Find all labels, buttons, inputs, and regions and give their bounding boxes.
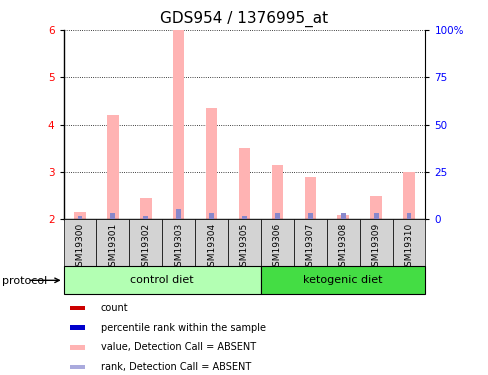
Text: rank, Detection Call = ABSENT: rank, Detection Call = ABSENT: [101, 362, 250, 372]
Text: GSM19305: GSM19305: [240, 223, 248, 272]
Bar: [340, 213, 345, 219]
Bar: [74, 212, 85, 219]
Text: GSM19302: GSM19302: [141, 223, 150, 272]
Bar: [129, 219, 162, 266]
Text: GSM19308: GSM19308: [338, 223, 347, 272]
Bar: [227, 219, 261, 266]
Bar: [369, 196, 381, 219]
Bar: [70, 345, 85, 350]
Text: GSM19307: GSM19307: [305, 223, 314, 272]
Text: GSM19300: GSM19300: [75, 223, 84, 272]
Text: GSM19303: GSM19303: [174, 223, 183, 272]
Bar: [261, 219, 293, 266]
Text: count: count: [101, 303, 128, 313]
Text: value, Detection Call = ABSENT: value, Detection Call = ABSENT: [101, 342, 255, 352]
Bar: [96, 219, 129, 266]
Bar: [205, 108, 217, 219]
Bar: [406, 213, 410, 219]
Bar: [403, 172, 414, 219]
Bar: [63, 266, 261, 294]
Bar: [326, 219, 359, 266]
Text: protocol: protocol: [2, 276, 48, 285]
Text: percentile rank within the sample: percentile rank within the sample: [101, 323, 265, 333]
Bar: [173, 30, 184, 219]
Bar: [70, 306, 85, 310]
Title: GDS954 / 1376995_at: GDS954 / 1376995_at: [160, 11, 328, 27]
Bar: [107, 115, 119, 219]
Bar: [293, 219, 326, 266]
Text: GSM19301: GSM19301: [108, 223, 117, 272]
Bar: [176, 209, 181, 219]
Text: GSM19309: GSM19309: [371, 223, 380, 272]
Bar: [162, 219, 195, 266]
Bar: [70, 326, 85, 330]
Text: GSM19304: GSM19304: [207, 223, 216, 272]
Bar: [78, 216, 82, 219]
Bar: [261, 266, 425, 294]
Bar: [140, 198, 151, 219]
Bar: [242, 216, 246, 219]
Bar: [274, 213, 279, 219]
Bar: [209, 213, 214, 219]
Text: control diet: control diet: [130, 275, 194, 285]
Text: ketogenic diet: ketogenic diet: [303, 275, 382, 285]
Bar: [373, 213, 378, 219]
Text: GSM19306: GSM19306: [272, 223, 281, 272]
Bar: [392, 219, 425, 266]
Bar: [143, 216, 148, 219]
Text: GSM19310: GSM19310: [404, 223, 413, 272]
Bar: [63, 219, 96, 266]
Bar: [307, 213, 312, 219]
Bar: [238, 148, 250, 219]
Bar: [337, 214, 348, 219]
Bar: [304, 177, 315, 219]
Bar: [195, 219, 227, 266]
Bar: [110, 213, 115, 219]
Bar: [70, 365, 85, 369]
Bar: [271, 165, 283, 219]
Bar: [359, 219, 392, 266]
